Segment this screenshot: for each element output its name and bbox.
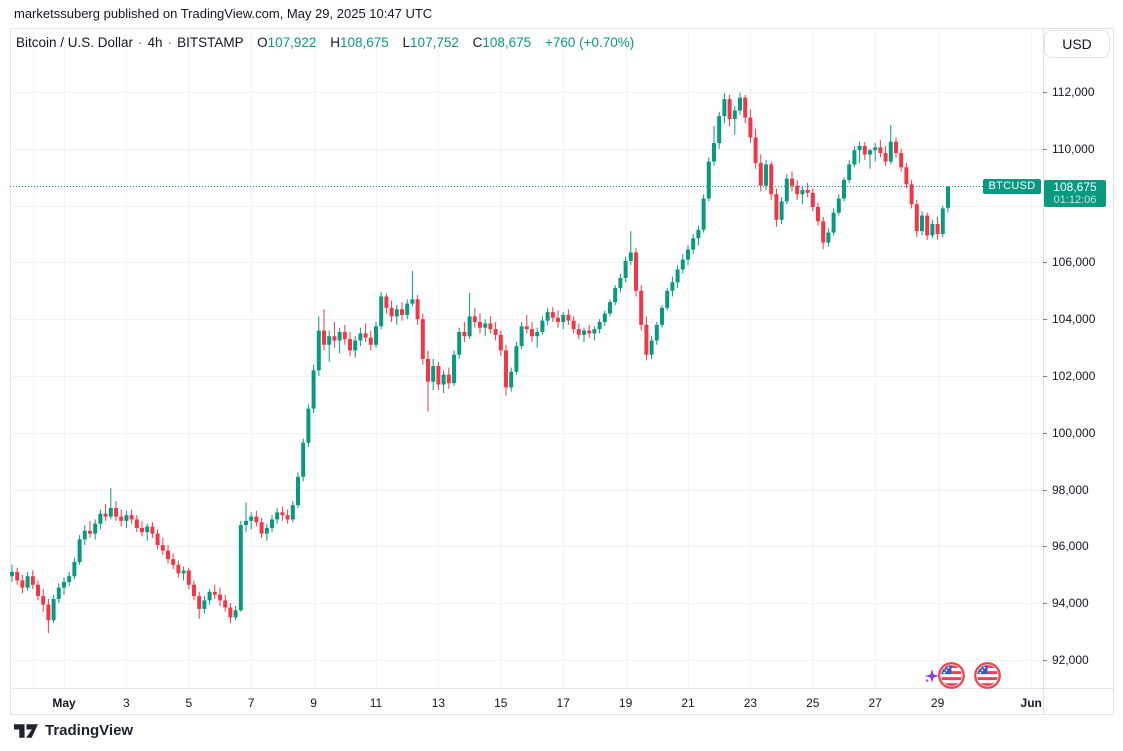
- time-tick-label: 11: [369, 696, 383, 710]
- separator-dot: ·: [167, 35, 173, 50]
- time-tick-label: 27: [868, 696, 882, 710]
- time-tick-label: 17: [556, 696, 570, 710]
- high-value: 108,675: [339, 35, 389, 50]
- separator-dot: ·: [138, 35, 143, 50]
- tradingview-logo[interactable]: TradingView: [14, 722, 133, 739]
- price-tick-mark: [1043, 546, 1047, 547]
- low-value: 107,752: [410, 35, 459, 50]
- time-tick-label: 5: [185, 696, 193, 710]
- price-tick-mark: [1043, 433, 1047, 434]
- price-tick-mark: [1043, 92, 1047, 93]
- time-tick-label: 29: [930, 696, 945, 710]
- time-tick-label: 7: [247, 696, 255, 710]
- price-tick-mark: [1043, 149, 1047, 150]
- price-tick-label: 98,000: [1052, 482, 1089, 497]
- price-tick-mark: [1043, 603, 1047, 604]
- time-tick-label: 21: [681, 696, 695, 710]
- time-tick-label: May: [52, 696, 76, 710]
- price-tick-label: 94,000: [1052, 596, 1089, 611]
- currency-toggle-button[interactable]: USD: [1044, 30, 1110, 58]
- price-tick-mark: [1043, 490, 1047, 491]
- price-tick-mark: [1043, 376, 1047, 377]
- price-tick-mark: [1043, 319, 1047, 320]
- attribution-text: marketssuberg published on TradingView.c…: [14, 6, 433, 21]
- price-tick-label: 106,000: [1052, 255, 1096, 270]
- price-tick-label: 102,000: [1052, 369, 1096, 383]
- time-tick-label: 19: [618, 696, 633, 710]
- widget-border-right: [1113, 28, 1114, 715]
- time-tick-label: 23: [743, 696, 758, 710]
- interval-label[interactable]: 4h: [147, 35, 163, 50]
- last-price-symbol-badge: BTCUSD: [983, 179, 1041, 194]
- bar-countdown: 01:12:06: [1053, 194, 1097, 206]
- time-tick-label: 25: [806, 696, 820, 710]
- price-tick-label: 100,000: [1052, 425, 1096, 440]
- ohlc-close: C108,675: [472, 35, 532, 50]
- price-tick-label: 92,000: [1052, 653, 1089, 667]
- us-flag-event-icon[interactable]: [974, 662, 1001, 689]
- candlestick-chart[interactable]: [10, 28, 1043, 688]
- price-tick-mark: [1043, 660, 1047, 661]
- ohlc-high: H108,675: [330, 35, 389, 50]
- change-value: +760 (+0.70%): [544, 35, 635, 50]
- ohlc-low: L107,752: [402, 35, 459, 50]
- time-axis-separator: [10, 688, 1113, 689]
- tradingview-logo-text: TradingView: [45, 722, 134, 739]
- symbol-title[interactable]: Bitcoin / U.S. Dollar: [16, 35, 134, 50]
- last-price-label: 108,675 01:12:06: [1044, 180, 1106, 207]
- time-tick-label: 9: [310, 696, 317, 710]
- tradingview-logo-mark: [14, 723, 38, 738]
- exchange-label[interactable]: BITSTAMP: [177, 35, 244, 50]
- price-axis-separator: [1043, 28, 1044, 714]
- us-flag-event-icon[interactable]: [938, 662, 965, 689]
- time-tick-label: 15: [494, 696, 508, 710]
- price-tick-label: 110,000: [1052, 141, 1095, 156]
- time-tick-label: 3: [123, 696, 130, 710]
- last-price-value: 108,675: [1053, 180, 1097, 194]
- ohlc-open: O107,922: [257, 35, 317, 50]
- time-tick-label: Jun: [1020, 696, 1042, 710]
- price-tick-label: 112,000: [1052, 85, 1095, 99]
- price-tick-mark: [1043, 262, 1047, 263]
- price-tick-label: 104,000: [1052, 312, 1096, 327]
- price-tick-label: 96,000: [1052, 539, 1089, 554]
- time-tick-label: 13: [431, 696, 446, 710]
- widget-border-bottom: [10, 714, 1114, 715]
- sparkle-icon: [925, 669, 939, 683]
- open-value: 107,922: [267, 35, 317, 50]
- symbol-info-row[interactable]: Bitcoin / U.S. Dollar · 4h · BITSTAMP O107,9…: [16, 35, 634, 50]
- close-value: 108,675: [482, 35, 532, 50]
